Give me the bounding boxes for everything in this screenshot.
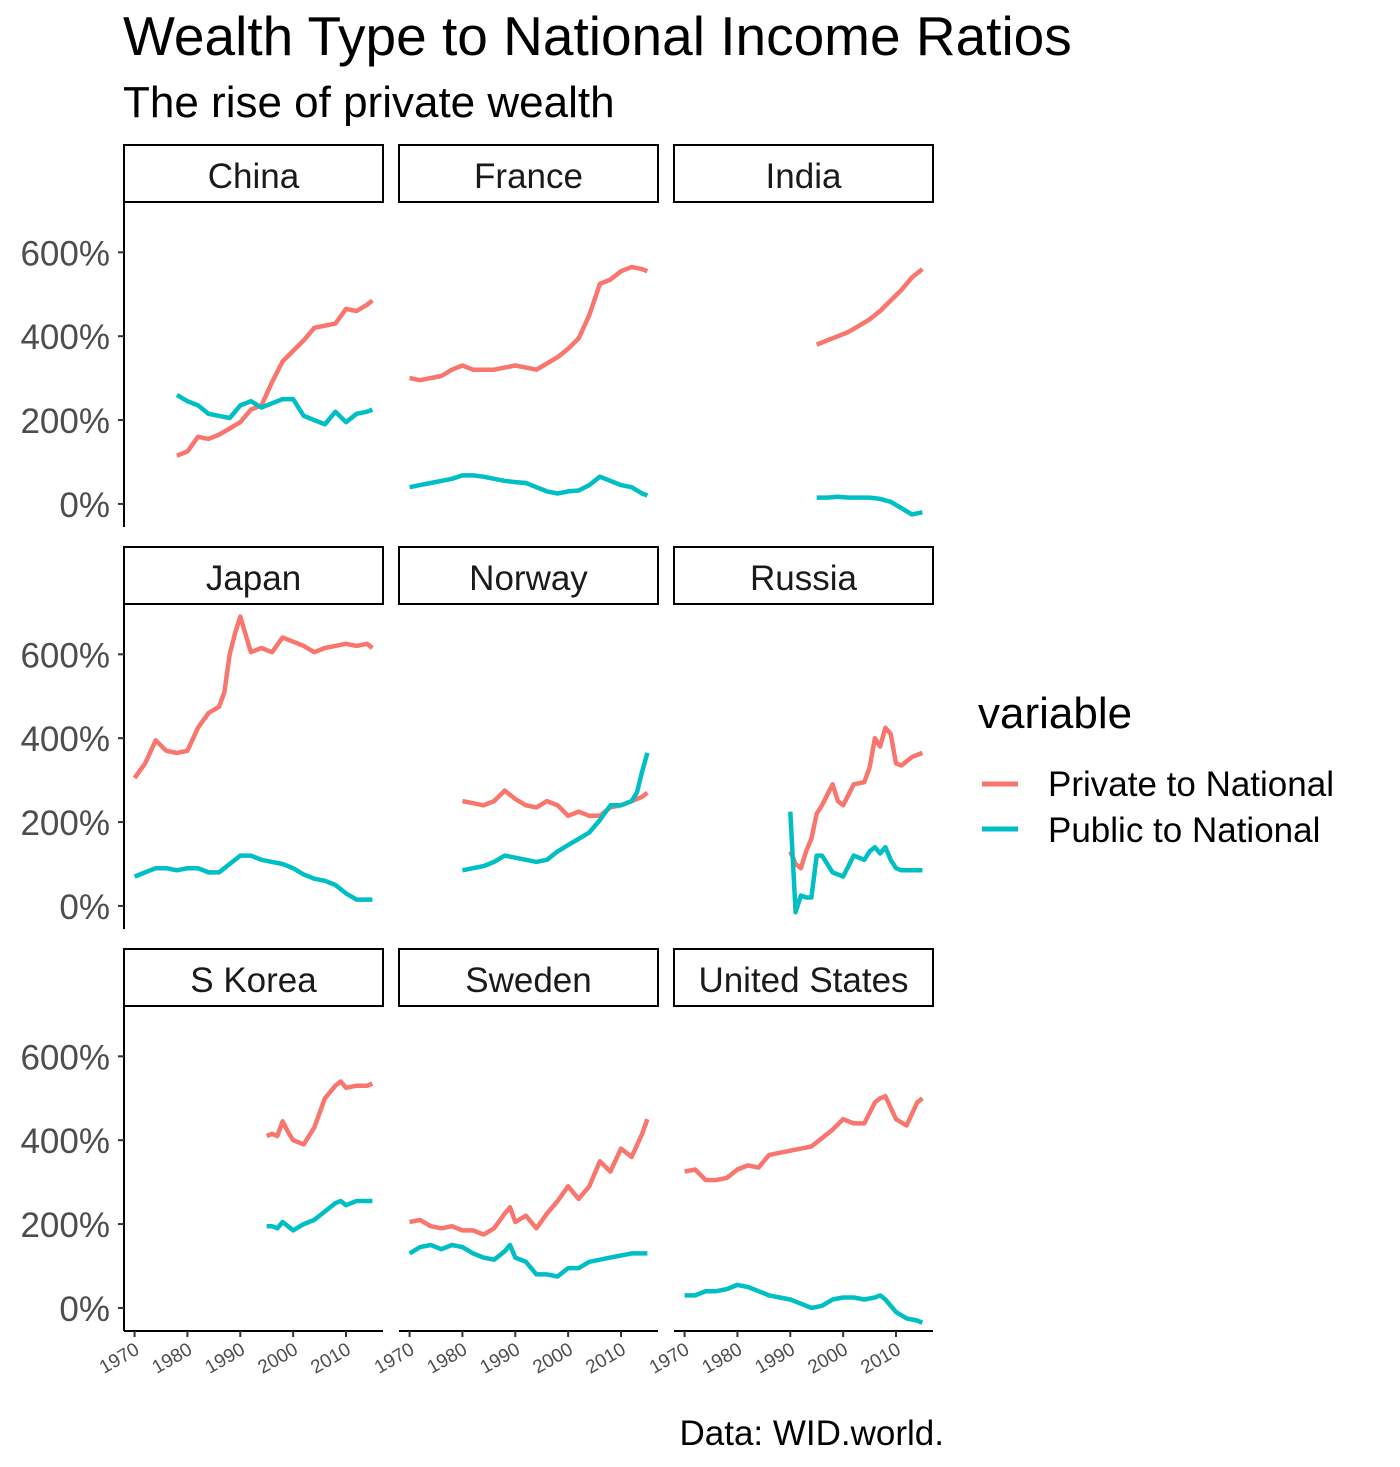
series-line-india-public-to-national: [816, 494, 923, 517]
series-line-united-states-public-to-national: [684, 1282, 924, 1325]
chart-subtitle: The rise of private wealth: [123, 78, 615, 127]
y-tick-label: 200%: [20, 1206, 110, 1245]
series-line-france-private-to-national: [409, 264, 649, 383]
facet-strip-russia: [673, 546, 934, 605]
series-line-japan-public-to-national: [133, 853, 373, 902]
x-tick-label: 1990: [752, 1339, 799, 1378]
legend-label-public: Public to National: [1048, 811, 1320, 850]
y-tick-label: 400%: [20, 1122, 110, 1161]
y-tick-label: 400%: [20, 318, 110, 357]
x-tick-label: 1970: [96, 1339, 143, 1378]
series-line-china-public-to-national: [175, 392, 374, 427]
x-tick-label: 1990: [477, 1339, 524, 1378]
series-line-united-states-private-to-national: [684, 1093, 924, 1183]
facet-strip-norway: [398, 546, 659, 605]
y-tick-label: 200%: [20, 402, 110, 441]
facet-label-france: France: [474, 157, 583, 196]
x-tick-label: 1970: [371, 1339, 418, 1378]
legend-title: variable: [978, 689, 1132, 738]
series-line-india-private-to-national: [815, 267, 924, 347]
y-tick-label: 400%: [20, 720, 110, 759]
legend-label-private: Private to National: [1048, 765, 1334, 804]
facet-strip-united-states: [673, 948, 934, 1007]
y-tick-label: 0%: [59, 486, 110, 525]
facet-strip-china: [123, 144, 384, 203]
y-tick-label: 600%: [20, 1038, 110, 1077]
series-line-s-korea-public-to-national: [266, 1198, 373, 1233]
facet-strip-france: [398, 144, 659, 203]
legend: variable Private to National Public to N…: [978, 689, 1334, 850]
y-tick-label: 600%: [20, 636, 110, 675]
x-tick-label: 1980: [149, 1339, 196, 1378]
x-tick-label: 2000: [530, 1339, 577, 1378]
facet-label-sweden: Sweden: [465, 961, 591, 1000]
series-line-sweden-private-to-national: [409, 1118, 650, 1237]
x-tick-label: 1980: [424, 1339, 471, 1378]
facet-label-s-korea: S Korea: [190, 961, 317, 1000]
facet-label-norway: Norway: [469, 559, 588, 598]
x-tick-label: 2000: [805, 1339, 852, 1378]
y-tick-label: 600%: [20, 234, 110, 273]
facet-label-russia: Russia: [750, 559, 858, 598]
y-tick-label: 0%: [59, 1290, 110, 1329]
series-line-japan-private-to-national: [132, 614, 374, 780]
x-tick-label: 2010: [582, 1339, 629, 1378]
facet-label-united-states: United States: [698, 961, 908, 1000]
facet-strip-s-korea: [123, 948, 384, 1007]
x-tick-label: 2010: [307, 1339, 354, 1378]
facet-strip-japan: [123, 546, 384, 605]
series-line-norway-public-to-national: [461, 752, 650, 873]
y-tick-label: 0%: [59, 888, 110, 927]
x-tick-label: 2010: [857, 1339, 904, 1378]
facet-label-china: China: [208, 157, 300, 196]
y-tick-label: 200%: [20, 804, 110, 843]
facet-label-india: India: [766, 157, 842, 196]
series-line-russia-private-to-national: [788, 725, 924, 871]
series-line-china-private-to-national: [176, 298, 374, 458]
x-tick-label: 1980: [699, 1339, 746, 1378]
x-tick-label: 2000: [255, 1339, 302, 1378]
series-line-russia-public-to-national: [788, 811, 923, 915]
x-tick-label: 1990: [202, 1339, 249, 1378]
chart-caption: Data: WID.world.: [680, 1414, 945, 1453]
facet-label-japan: Japan: [206, 559, 301, 598]
chart-title: Wealth Type to National Income Ratios: [123, 5, 1072, 67]
facet-strip-sweden: [398, 948, 659, 1007]
series-line-france-public-to-national: [409, 473, 649, 498]
series-line-sweden-public-to-national: [408, 1242, 648, 1279]
series-line-s-korea-private-to-national: [265, 1079, 374, 1147]
facet-strip-india: [673, 144, 934, 203]
facet-panels: China 0% 200% 400% 600% France India Japan 0% 200…: [20, 144, 934, 1378]
x-tick-label: 1970: [646, 1339, 693, 1378]
